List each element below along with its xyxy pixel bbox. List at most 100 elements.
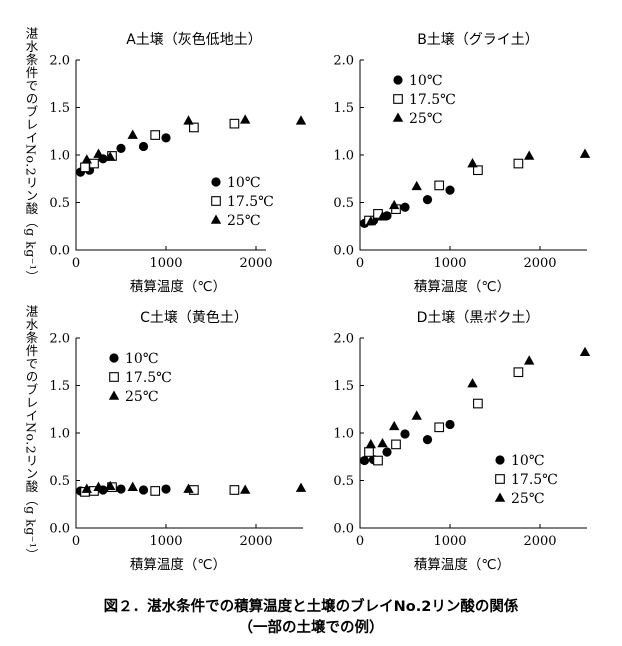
data-point [513,367,524,378]
x-axis-label: 積算温度（℃） [130,279,226,295]
legend-marker [393,75,403,85]
legend-marker [495,474,505,484]
legend-label: 17.5℃ [125,370,172,386]
legend-marker [494,492,506,502]
data-point [138,485,149,495]
legend-marker [211,177,221,187]
data-point [524,355,535,365]
data-point [105,480,116,490]
chart-panel-3: 0.0 0.5 1.0 1.5 2.0 0 1000 2000 C土壌（黄色土） 積算温度（℃） 1… [49,309,307,573]
legend-marker [495,455,505,465]
data-point [365,216,376,226]
y-axis-label: 湛水条件でのブレイNo.2リン酸（g kg⁻¹） [23,26,39,284]
legend-label: 17.5℃ [227,194,274,210]
x-tick-label: 0 [72,534,80,549]
data-point [105,151,116,161]
legend-label: 10℃ [227,175,260,191]
legend-marker [108,390,120,400]
legend-label: 25℃ [227,213,260,229]
data-point [377,437,388,448]
data-point [373,455,383,466]
x-tick-label: 1000 [149,256,182,271]
legend-label: 17.5℃ [409,92,456,108]
data-point [240,484,251,494]
x-tick-label: 2000 [239,256,272,271]
y-tick-label: 0.5 [49,196,70,211]
data-point [445,419,455,430]
data-point [189,122,199,133]
legend: 10℃ 17.5℃ 25℃ [210,175,274,229]
y-tick-label: 1.0 [333,427,354,442]
legend: 10℃ 17.5℃ 25℃ [392,73,456,127]
y-tick-label: 0.0 [333,522,354,537]
legend-label: 17.5℃ [511,472,558,488]
data-point [161,484,171,494]
y-axis-label-bottom: 湛水条件でのブレイNo.2リン酸（g kg⁻¹） [18,305,44,561]
data-point [138,141,149,152]
chart-panel-2: 0.0 0.5 1.0 1.5 2.0 0 1000 2000 B土壌（グライ土） 積算温度（℃）… [333,32,591,295]
data-point [579,346,591,357]
data-point [389,199,400,210]
data-point [127,129,138,139]
data-point [81,483,92,493]
legend: 10℃ 17.5℃ 25℃ [494,453,558,507]
data-point [80,162,90,173]
data-point [422,195,433,205]
data-point [183,115,194,125]
y-tick-label: 1.5 [49,379,70,394]
y-tick-label: 1.0 [49,149,70,164]
legend-marker [210,214,222,224]
y-tick-label: 0.0 [333,244,354,259]
legend-marker [211,196,221,206]
y-tick-label: 2.0 [49,332,70,347]
data-point [467,378,478,388]
data-point [240,114,251,124]
legend-marker [109,372,119,382]
data-point [391,439,401,450]
y-tick-label: 1.0 [333,149,354,164]
x-tick-label: 1000 [149,534,182,549]
data-point [579,148,591,158]
x-tick-label: 2000 [239,534,272,549]
legend-label: 10℃ [125,351,158,367]
data-point [161,133,171,143]
y-tick-label: 2.0 [333,54,354,69]
data-point [400,429,410,439]
legend-label: 25℃ [511,491,544,507]
data-point [295,115,307,125]
y-axis-label-top: 湛水条件でのブレイNo.2リン酸（g kg⁻¹） [18,27,44,283]
data-point [81,154,92,164]
chart-title: B土壌（グライ土） [417,32,539,48]
x-axis-label: 積算温度（℃） [414,279,510,295]
data-point [513,158,524,169]
data-point [389,420,400,431]
data-point [183,483,194,493]
x-axis-label: 積算温度（℃） [130,557,226,573]
y-tick-label: 1.5 [333,379,354,394]
y-tick-label: 2.0 [49,54,70,69]
legend-marker [109,353,119,363]
x-tick-label: 2000 [523,534,556,549]
legend: 10℃ 17.5℃ 25℃ [108,351,172,405]
data-point [422,435,433,445]
data-point [364,447,374,457]
data-point [473,165,483,176]
axes [75,338,303,529]
data-point [127,481,138,491]
data-point [411,180,422,191]
y-axis-label: 湛水条件でのブレイNo.2リン酸（g kg⁻¹） [23,304,39,562]
x-tick-label: 0 [356,256,364,271]
legend-label: 10℃ [511,453,544,469]
y-tick-label: 0.5 [333,474,354,489]
x-tick-label: 0 [72,256,80,271]
data-point [377,211,388,221]
y-tick-label: 0.0 [49,522,70,537]
data-point [359,455,370,466]
y-tick-label: 2.0 [333,332,354,347]
chart-panel-1: 0.0 0.5 1.0 1.5 2.0 0 1000 2000 A土壌（灰色低地土） 積算温度（℃… [49,31,307,295]
x-tick-label: 1000 [433,256,466,271]
data-point [150,130,161,140]
legend-marker [393,94,403,104]
legend-label: 25℃ [125,389,158,405]
